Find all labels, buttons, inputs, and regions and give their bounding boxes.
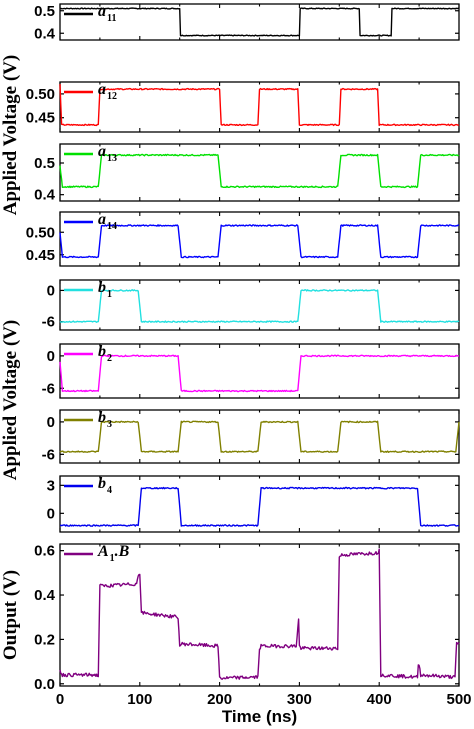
y-tick-label-3-0: 0.45 (26, 247, 55, 264)
y-tick-label-8-1: 0.2 (34, 631, 55, 648)
legend-label-0: a11 (98, 3, 116, 24)
legend-label-3: a14 (98, 211, 117, 232)
chart-panels: 0.4 0.5 a11 0.45 0.50 a12 0.4 0.5 a13 0.45 0.50 a14… (26, 3, 472, 708)
x-tick-label-5: 500 (446, 691, 471, 708)
y-tick-label-2-1: 0.5 (34, 155, 55, 172)
y-tick-label-7-1: 3 (47, 477, 55, 494)
x-tick-label-3: 300 (287, 691, 312, 708)
series-line-0 (59, 7, 460, 37)
series-line-5 (59, 354, 460, 393)
panel-frame-2 (59, 143, 460, 202)
panel-frame-8 (59, 543, 460, 687)
legend-label-4: b1 (98, 279, 112, 300)
panel-frame-3 (59, 211, 460, 267)
x-tick-label-0: 0 (56, 691, 64, 708)
panel-1: 0.45 0.50 a12 (26, 81, 460, 133)
legend-label-2: a13 (98, 143, 117, 164)
y-tick-label-8-0: 0.0 (34, 676, 55, 693)
y-tick-label-8-2: 0.4 (34, 587, 56, 604)
x-axis-label: Time (ns) (222, 707, 297, 726)
y-axis-label-applied-voltage-top: Applied Voltage (V) (0, 55, 21, 215)
legend-label-7: b4 (98, 475, 112, 496)
y-tick-label-6-1: 0 (47, 414, 55, 431)
panel-5: -6 0 b2 (42, 343, 460, 399)
panel-0: 0.4 0.5 a11 (34, 3, 460, 42)
y-tick-label-1-1: 0.50 (26, 86, 55, 103)
panel-6: -6 0 b3 (42, 409, 460, 464)
y-tick-label-4-1: 0 (47, 282, 55, 299)
panel-3: 0.45 0.50 a14 (26, 211, 460, 267)
series-line-1 (59, 84, 460, 127)
legend-label-1: a12 (98, 81, 117, 102)
panel-7: 0 3 b4 (47, 475, 460, 533)
y-tick-label-8-3: 0.6 (34, 543, 55, 560)
y-tick-label-1-0: 0.45 (26, 110, 55, 127)
legend-label-5: b2 (98, 343, 112, 364)
series-line-7 (59, 486, 460, 527)
y-tick-label-5-0: -6 (42, 380, 55, 397)
y-tick-label-3-1: 0.50 (26, 224, 55, 241)
y-tick-label-0-1: 0.5 (34, 3, 55, 20)
series-line-4 (59, 289, 460, 323)
y-tick-label-4-0: -6 (42, 314, 55, 331)
y-tick-label-0-0: 0.4 (34, 25, 56, 42)
y-axis-label-output: Output (V) (0, 570, 21, 660)
y-tick-label-7-0: 0 (47, 505, 55, 522)
y-tick-label-2-0: 0.4 (34, 187, 56, 204)
x-tick-label-2: 200 (207, 691, 232, 708)
panel-4: -6 0 b1 (42, 279, 460, 331)
series-line-3 (59, 224, 460, 259)
panel-2: 0.4 0.5 a13 (34, 143, 460, 204)
x-tick-label-1: 100 (127, 691, 152, 708)
legend-label-8: A1.B (97, 543, 130, 564)
series-line-8 (59, 548, 460, 680)
y-tick-label-6-0: -6 (42, 446, 55, 463)
legend-label-6: b3 (98, 409, 112, 430)
series-line-6 (59, 420, 460, 453)
series-line-2 (59, 153, 460, 189)
panel-8: 0.0 0.2 0.4 0.6 A1.B (34, 543, 460, 693)
y-axis-label-applied-voltage-bottom: Applied Voltage (V) (0, 320, 21, 480)
panel-frame-5 (59, 343, 460, 399)
y-tick-label-5-1: 0 (47, 348, 55, 365)
x-tick-label-4: 400 (367, 691, 392, 708)
